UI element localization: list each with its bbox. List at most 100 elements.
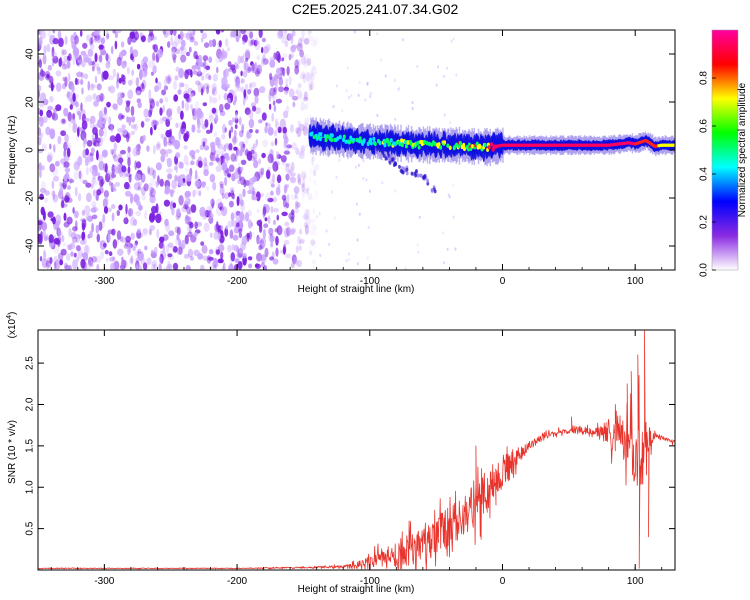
noise-blob — [135, 77, 140, 87]
noise-blob — [38, 30, 41, 36]
noise-blob — [202, 55, 209, 62]
noise-blob — [141, 59, 146, 69]
noise-blob — [163, 152, 169, 158]
noise-blob — [117, 92, 123, 100]
noise-blob — [259, 192, 264, 198]
noise-blob — [185, 161, 190, 166]
noise-blob — [171, 52, 177, 61]
ridge-center — [389, 138, 393, 143]
noise-blob — [263, 223, 269, 228]
noise-blob — [45, 260, 50, 270]
noise-blob — [150, 263, 158, 270]
noise-blob — [80, 50, 86, 56]
noise-blob — [159, 117, 164, 124]
noise-blob — [443, 261, 446, 265]
noise-blob — [152, 144, 156, 155]
noise-blob — [107, 75, 115, 81]
noise-blob — [211, 83, 217, 92]
noise-blob — [142, 228, 148, 237]
ridge-center — [369, 141, 373, 146]
colorbar-tick-label: 0.2 — [699, 215, 710, 229]
noise-blob — [120, 41, 125, 48]
noise-blob — [187, 216, 192, 222]
noise-blob — [70, 34, 74, 44]
noise-blob — [105, 60, 111, 69]
ridge-branch — [414, 173, 417, 178]
snr-x-label: Height of straight line (km) — [298, 584, 415, 595]
noise-blob — [38, 220, 43, 226]
noise-blob — [231, 243, 235, 251]
noise-blob — [166, 173, 172, 180]
noise-blob — [69, 104, 74, 110]
noise-blob — [42, 228, 46, 239]
noise-blob — [49, 163, 56, 173]
noise-blob — [270, 183, 275, 188]
noise-blob — [221, 265, 225, 270]
ridge-center — [428, 141, 431, 147]
noise-blob — [81, 59, 86, 68]
noise-blob — [144, 245, 148, 251]
noise-blob — [202, 255, 209, 261]
noise-blob — [328, 242, 331, 246]
noise-blob — [130, 232, 135, 240]
noise-blob — [176, 226, 181, 236]
noise-blob — [120, 128, 125, 137]
noise-blob — [176, 246, 183, 255]
noise-blob — [267, 166, 272, 172]
noise-blob — [63, 141, 68, 151]
noise-blob — [48, 75, 54, 84]
noise-blob — [126, 172, 129, 177]
noise-blob — [187, 231, 193, 238]
noise-blob — [253, 159, 259, 169]
noise-blob — [180, 39, 186, 48]
noise-blob — [135, 264, 139, 270]
noise-blob — [378, 156, 381, 160]
noise-blob — [311, 156, 314, 166]
noise-blob — [305, 142, 310, 148]
noise-blob — [376, 32, 379, 36]
noise-blob — [233, 171, 240, 180]
noise-blob — [417, 250, 420, 254]
noise-blob — [128, 79, 133, 86]
noise-blob — [194, 221, 198, 230]
noise-blob — [283, 184, 287, 194]
noise-blob — [260, 167, 265, 176]
noise-blob — [305, 209, 310, 214]
noise-blob — [133, 243, 137, 249]
noise-blob — [236, 150, 241, 157]
noise-blob — [160, 154, 165, 163]
noise-blob — [302, 214, 309, 221]
noise-blob — [217, 232, 221, 241]
noise-blob — [310, 239, 316, 246]
noise-blob — [68, 264, 72, 270]
noise-blob — [171, 48, 176, 56]
noise-blob — [446, 247, 449, 251]
noise-blob — [153, 124, 157, 131]
noise-blob — [213, 257, 218, 267]
noise-blob — [128, 174, 132, 183]
noise-blob — [215, 198, 223, 207]
noise-blob — [97, 68, 101, 75]
noise-blob — [202, 141, 206, 147]
noise-blob — [356, 262, 359, 266]
noise-blob — [85, 244, 88, 254]
noise-blob — [91, 214, 98, 220]
noise-blob — [64, 35, 68, 46]
noise-blob — [135, 149, 141, 156]
noise-blob — [232, 68, 237, 74]
noise-blob — [304, 103, 309, 110]
noise-blob — [159, 107, 163, 116]
noise-blob — [86, 94, 93, 102]
noise-blob — [255, 263, 261, 269]
noise-blob — [53, 255, 58, 266]
noise-blob — [357, 93, 360, 97]
noise-blob — [282, 67, 286, 77]
noise-blob — [57, 135, 62, 145]
noise-blob — [56, 219, 61, 226]
noise-blob — [287, 170, 293, 181]
noise-blob — [117, 127, 123, 133]
noise-blob — [75, 157, 82, 167]
noise-blob — [159, 98, 164, 104]
noise-blob — [81, 231, 86, 241]
noise-blob — [190, 235, 197, 243]
